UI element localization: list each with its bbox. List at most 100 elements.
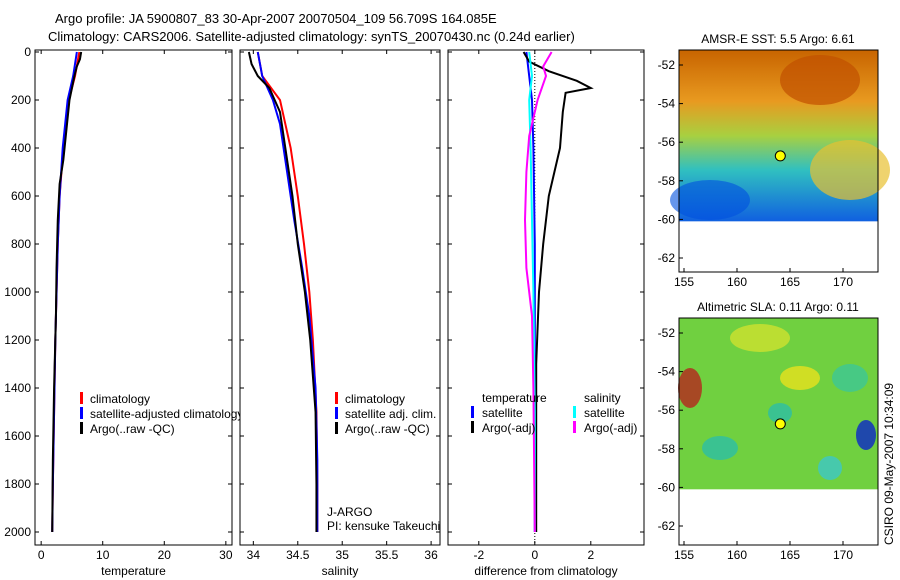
map-title: Altimetric SLA: 0.11 Argo: 0.11	[697, 300, 859, 314]
x-tick-label: 170	[833, 548, 853, 562]
x-tick-label: 0	[38, 548, 45, 562]
x-tick-label: 34.5	[286, 548, 310, 562]
y-tick-label: -58	[658, 442, 676, 456]
float-position-marker	[774, 418, 786, 430]
map-sla: Altimetric SLA: 0.11 Argo: 0.11 155 160 165…	[658, 300, 879, 562]
map-title: AMSR-E SST: 5.5 Argo: 6.61	[701, 32, 855, 46]
x-tick-label: 155	[674, 548, 694, 562]
x-tick-label: 36	[424, 548, 438, 562]
x-tick-label: 160	[727, 548, 747, 562]
anomaly-patch	[832, 364, 868, 392]
y-tick-label: 2000	[4, 525, 31, 539]
legend-label: satellite-adjusted climatology	[90, 407, 243, 421]
series-line-sal-satellite	[528, 51, 536, 532]
anomaly-patch	[780, 366, 820, 390]
map-frame	[678, 49, 879, 273]
y-tick-label: 0	[24, 45, 31, 59]
legend-swatch	[471, 406, 474, 418]
y-tick-label: 1800	[4, 477, 31, 491]
legend-label: satellite	[584, 406, 625, 420]
annotation: PI: kensuke Takeuchi	[327, 519, 440, 533]
legend-swatch	[80, 392, 83, 404]
anomaly-patch	[730, 324, 790, 352]
plot-frame	[34, 49, 233, 546]
y-tick-label: -56	[658, 135, 676, 149]
legend-label: Argo(-adj)	[482, 421, 535, 435]
warm-patch	[780, 55, 860, 105]
y-tick-label: -56	[658, 403, 676, 417]
cold-patch	[670, 180, 750, 220]
y-tick-label: -52	[658, 58, 676, 72]
x-tick-label: 170	[833, 275, 853, 289]
x-tick-label: 34	[247, 548, 261, 562]
title-line-2: Climatology: CARS2006. Satellite-adjuste…	[48, 29, 575, 44]
y-tick-label: -62	[658, 251, 676, 265]
y-tick-label: 400	[11, 141, 31, 155]
series-line-sal-argo	[523, 51, 553, 533]
legend-label: Argo(..raw -QC)	[90, 422, 175, 436]
legend-swatch	[471, 421, 474, 433]
title-line-1: Argo profile: JA 5900807_83 30-Apr-2007 …	[55, 11, 497, 26]
float-position-marker	[774, 150, 786, 162]
panel-3: -2 0 2 difference from climatology temperatu…	[447, 49, 645, 578]
series-line-argo	[51, 51, 83, 533]
x-tick-label: 155	[674, 275, 694, 289]
plot-frame	[239, 49, 441, 546]
panel-2: 34 34.5 35 35.5 36 salinity climatologysatelli…	[239, 49, 441, 578]
legend-swatch	[573, 406, 576, 418]
legend-swatch	[80, 422, 83, 434]
y-tick-label: 1600	[4, 429, 31, 443]
legend-swatch	[335, 407, 338, 419]
y-tick-label: 800	[11, 237, 31, 251]
x-tick-label: -2	[473, 548, 484, 562]
x-tick-label: 20	[158, 548, 172, 562]
x-tick-label: 0	[531, 548, 538, 562]
panel-1: 0 200 400 600 800 1000 1200 1400 1600 1800 2000 0 10…	[4, 45, 243, 578]
x-axis-label: temperature	[101, 564, 166, 578]
y-tick-label: -54	[658, 97, 676, 111]
anomaly-patch	[856, 420, 876, 450]
series-line-argo	[247, 51, 318, 532]
x-tick-label: 30	[219, 548, 233, 562]
y-tick-label: 1000	[4, 285, 31, 299]
legend-swatch	[335, 422, 338, 434]
y-tick-label: -60	[658, 212, 676, 226]
legend-label: satellite adj. clim.	[345, 407, 436, 421]
plot-frame	[447, 49, 645, 546]
x-tick-label: 2	[587, 548, 594, 562]
x-axis-label: salinity	[322, 564, 359, 578]
x-tick-label: 165	[780, 275, 800, 289]
y-tick-label: -54	[658, 365, 676, 379]
y-tick-label: -58	[658, 174, 676, 188]
anomaly-patch	[768, 403, 792, 423]
legend-label: climatology	[90, 392, 150, 406]
legend-label: climatology	[345, 392, 405, 406]
y-tick-label: -52	[658, 326, 676, 340]
y-tick-label: 200	[11, 93, 31, 107]
map-sst: AMSR-E SST: 5.5 Argo: 6.61 155 160 165 170 -5…	[658, 32, 890, 289]
y-tick-label: -60	[658, 480, 676, 494]
x-tick-label: 10	[96, 548, 110, 562]
legend-swatch	[573, 421, 576, 433]
x-tick-label: 35.5	[375, 548, 399, 562]
legend-label: satellite	[482, 406, 523, 420]
legend-label: Argo(..raw -QC)	[345, 422, 430, 436]
series-line-temp-argo	[522, 51, 594, 532]
warm-patch	[810, 140, 890, 200]
anomaly-patch	[818, 456, 842, 480]
anomaly-patch	[702, 436, 738, 460]
y-tick-label: 1200	[4, 333, 31, 347]
legend-header: temperature	[482, 391, 547, 405]
y-tick-label: -62	[658, 519, 676, 533]
legend-header: salinity	[584, 391, 621, 405]
y-tick-label: 1400	[4, 381, 31, 395]
y-tick-label: 600	[11, 189, 31, 203]
annotation: J-ARGO	[327, 505, 372, 519]
anomaly-patch	[678, 368, 702, 408]
legend-label: Argo(-adj)	[584, 421, 637, 435]
x-tick-label: 160	[727, 275, 747, 289]
x-tick-label: 165	[780, 548, 800, 562]
x-axis-label: difference from climatology	[474, 564, 617, 578]
